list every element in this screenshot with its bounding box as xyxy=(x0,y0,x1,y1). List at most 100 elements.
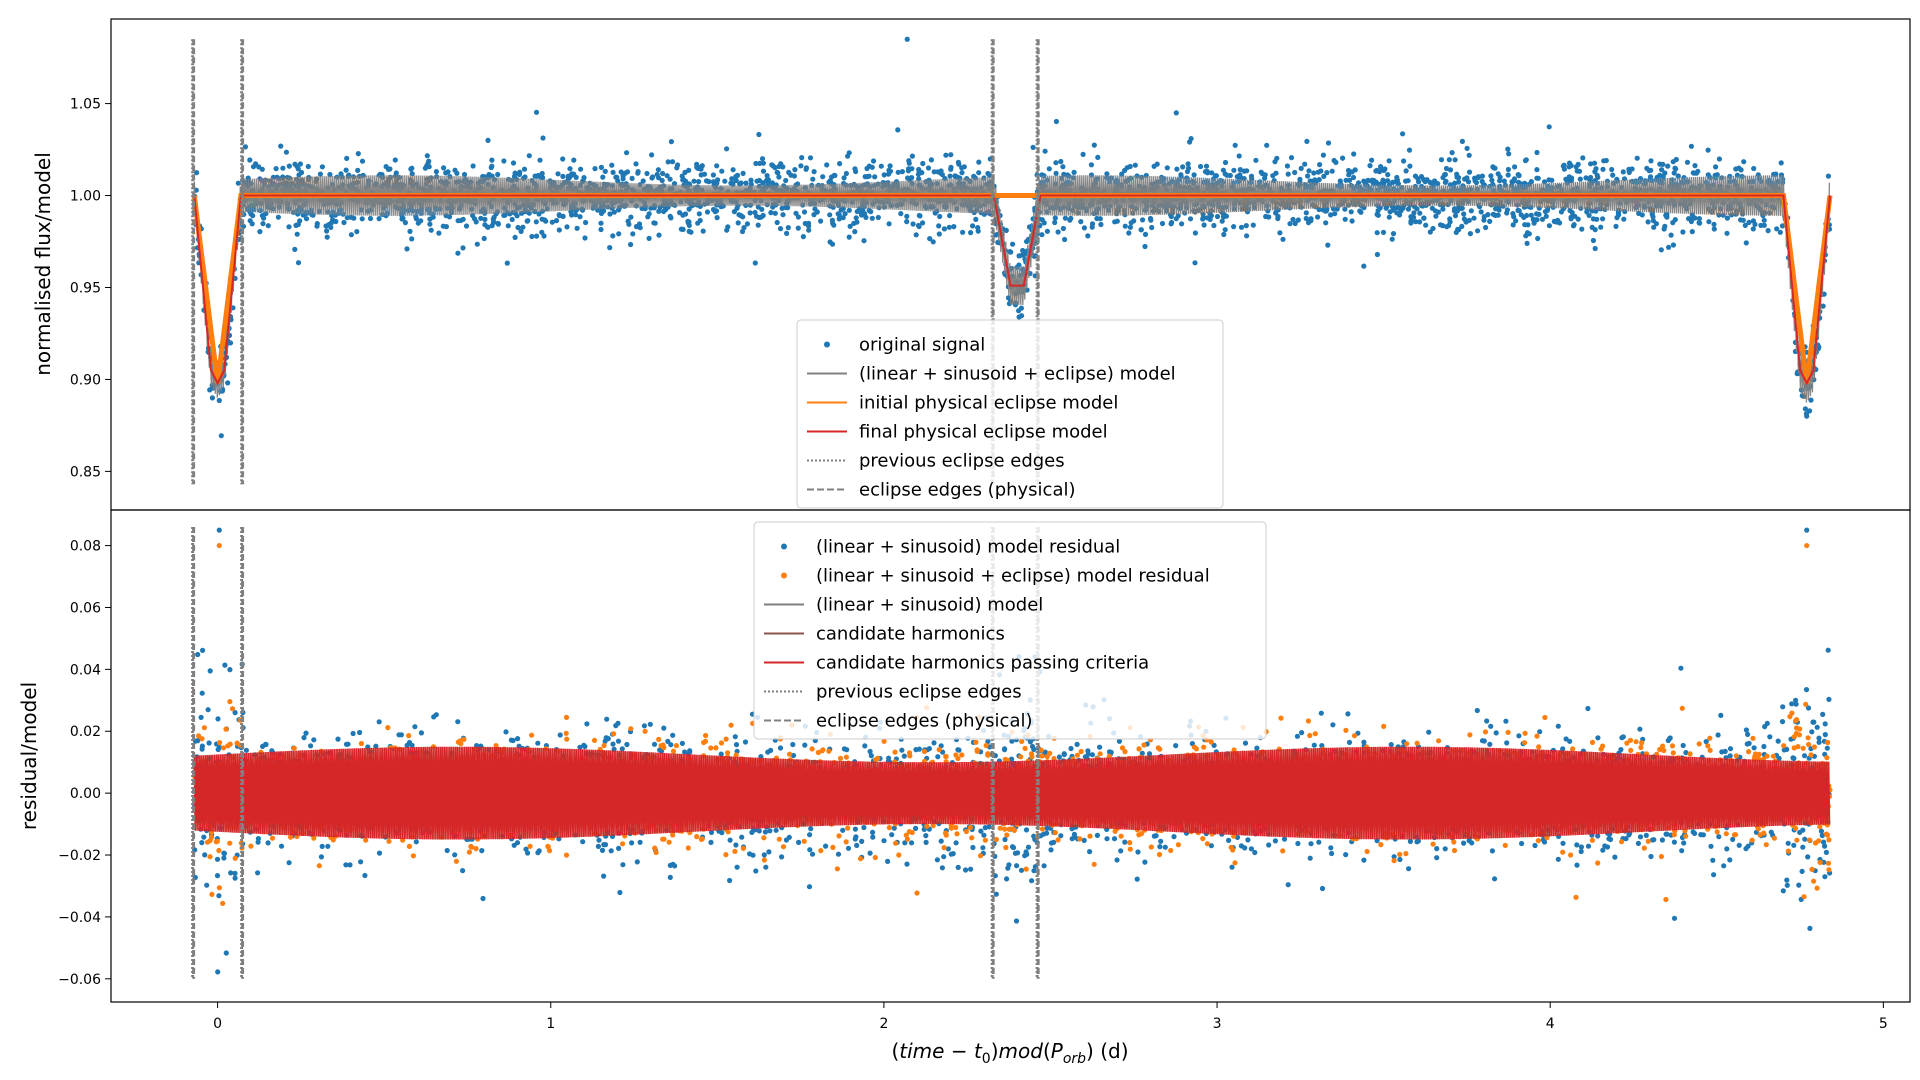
data-point xyxy=(501,158,506,163)
data-point xyxy=(1724,231,1729,236)
data-point xyxy=(792,167,797,172)
data-point xyxy=(538,175,543,180)
data-point xyxy=(1413,174,1418,179)
data-point xyxy=(248,218,253,223)
data-point xyxy=(855,209,860,214)
data-point xyxy=(1433,214,1438,219)
data-point xyxy=(599,165,604,170)
data-point xyxy=(1504,740,1509,745)
data-point xyxy=(1708,844,1713,849)
data-point xyxy=(1299,730,1304,735)
data-point xyxy=(862,211,867,216)
data-point xyxy=(647,236,652,241)
data-point xyxy=(444,224,449,229)
data-point xyxy=(886,172,891,177)
data-point xyxy=(1387,215,1392,220)
data-point xyxy=(1609,167,1614,172)
data-point xyxy=(1280,237,1285,242)
data-point xyxy=(1095,155,1100,160)
data-point xyxy=(1690,229,1695,234)
data-point xyxy=(1752,222,1757,227)
data-point xyxy=(911,221,916,226)
data-point xyxy=(674,165,679,170)
data-point xyxy=(658,205,663,210)
data-point xyxy=(1090,225,1095,230)
data-point xyxy=(358,859,363,864)
data-point xyxy=(1058,159,1063,164)
data-point xyxy=(1637,727,1642,732)
data-point xyxy=(1593,246,1598,251)
data-point xyxy=(1444,166,1449,171)
data-point xyxy=(1259,170,1264,175)
data-point xyxy=(286,224,291,229)
data-point xyxy=(314,224,319,229)
data-point xyxy=(917,213,922,218)
data-point xyxy=(1031,145,1036,150)
data-point xyxy=(1547,124,1552,129)
data-point xyxy=(1522,222,1527,227)
data-point xyxy=(377,851,382,856)
data-point xyxy=(1651,225,1656,230)
data-point xyxy=(1316,840,1321,845)
data-point xyxy=(812,760,817,765)
data-point xyxy=(905,37,910,42)
data-point xyxy=(482,236,487,241)
data-point xyxy=(1651,218,1656,223)
data-point xyxy=(491,216,496,221)
data-point xyxy=(534,234,539,239)
data-point xyxy=(1140,217,1145,222)
data-point xyxy=(206,707,211,712)
data-point xyxy=(1488,724,1493,729)
data-point xyxy=(1537,729,1542,734)
data-point xyxy=(287,860,292,865)
data-point xyxy=(1476,174,1481,179)
data-point xyxy=(629,840,634,845)
data-point xyxy=(1647,168,1652,173)
data-point xyxy=(764,178,769,183)
data-point xyxy=(1562,167,1567,172)
data-point xyxy=(1800,845,1805,850)
data-point xyxy=(804,165,809,170)
data-point xyxy=(956,865,961,870)
data-point xyxy=(1475,228,1480,233)
data-point xyxy=(455,251,460,256)
data-point xyxy=(1564,177,1569,182)
data-point xyxy=(1188,216,1193,221)
data-point xyxy=(976,170,981,175)
data-point xyxy=(917,747,922,752)
data-point xyxy=(1506,151,1511,156)
data-point xyxy=(1129,220,1134,225)
data-point xyxy=(760,156,765,161)
data-point xyxy=(1253,158,1258,163)
data-point xyxy=(1078,219,1083,224)
data-point xyxy=(1039,232,1044,237)
data-point xyxy=(1139,227,1144,232)
data-point xyxy=(610,233,615,238)
data-point xyxy=(582,235,587,240)
data-point xyxy=(1016,308,1021,313)
data-point xyxy=(1388,209,1393,214)
data-point xyxy=(1200,216,1205,221)
data-point xyxy=(1525,241,1530,246)
data-point xyxy=(1686,216,1691,221)
data-point xyxy=(1505,207,1510,212)
data-point xyxy=(1180,164,1185,169)
data-point xyxy=(1193,230,1198,235)
data-point xyxy=(708,840,713,845)
data-point xyxy=(1716,732,1721,737)
data-point xyxy=(621,176,626,181)
data-point xyxy=(1820,712,1825,717)
data-point xyxy=(1797,830,1802,835)
data-point xyxy=(1751,226,1756,231)
data-point xyxy=(296,260,301,265)
data-point xyxy=(1512,176,1517,181)
data-point xyxy=(564,224,569,229)
data-point xyxy=(1056,229,1061,234)
data-point xyxy=(1252,850,1257,855)
data-point xyxy=(1126,230,1131,235)
data-point xyxy=(600,175,605,180)
data-point xyxy=(1706,172,1711,177)
data-point xyxy=(1387,158,1392,163)
data-point xyxy=(464,223,469,228)
data-point xyxy=(250,213,255,218)
